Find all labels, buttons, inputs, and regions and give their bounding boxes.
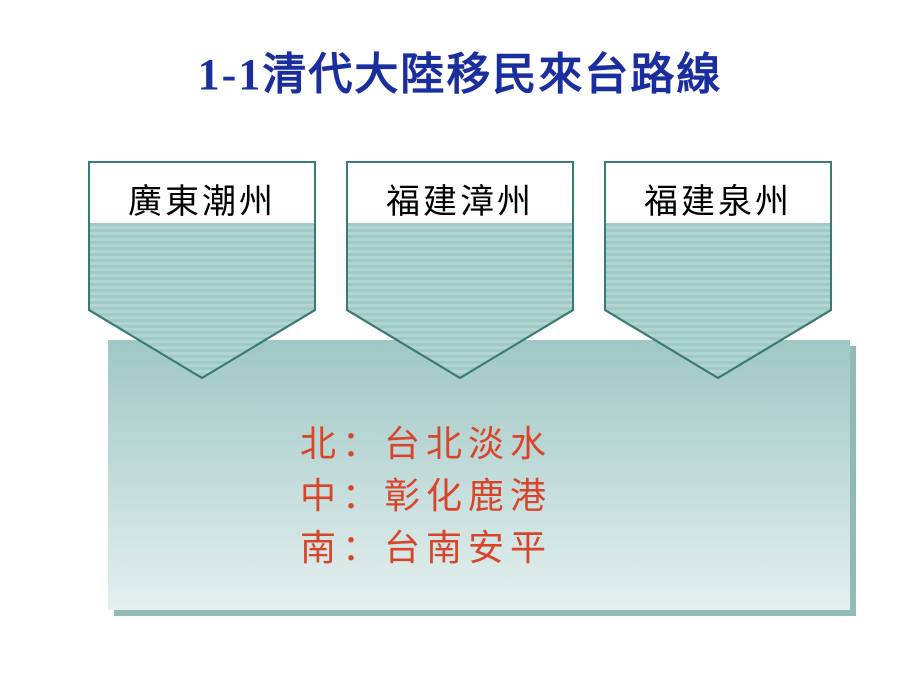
origin-arrow-zhangzhou: 福建漳州 bbox=[345, 160, 575, 380]
destination-north: 北：台北淡水 bbox=[300, 418, 552, 470]
origin-label: 福建漳州 bbox=[345, 174, 575, 223]
origin-arrow-quanzhou: 福建泉州 bbox=[603, 160, 833, 380]
destination-lines: 北：台北淡水 中：彰化鹿港 南：台南安平 bbox=[300, 418, 552, 575]
destination-south: 南：台南安平 bbox=[300, 522, 552, 574]
origin-label: 廣東潮州 bbox=[87, 174, 317, 223]
origin-arrow-guangdong: 廣東潮州 bbox=[87, 160, 317, 380]
destination-middle: 中：彰化鹿港 bbox=[300, 470, 552, 522]
origin-arrows-row: 廣東潮州 福建漳州 福建泉州 bbox=[0, 160, 920, 380]
slide-title: 1-1清代大陸移民來台路線 bbox=[0, 0, 920, 102]
origin-label: 福建泉州 bbox=[603, 174, 833, 223]
